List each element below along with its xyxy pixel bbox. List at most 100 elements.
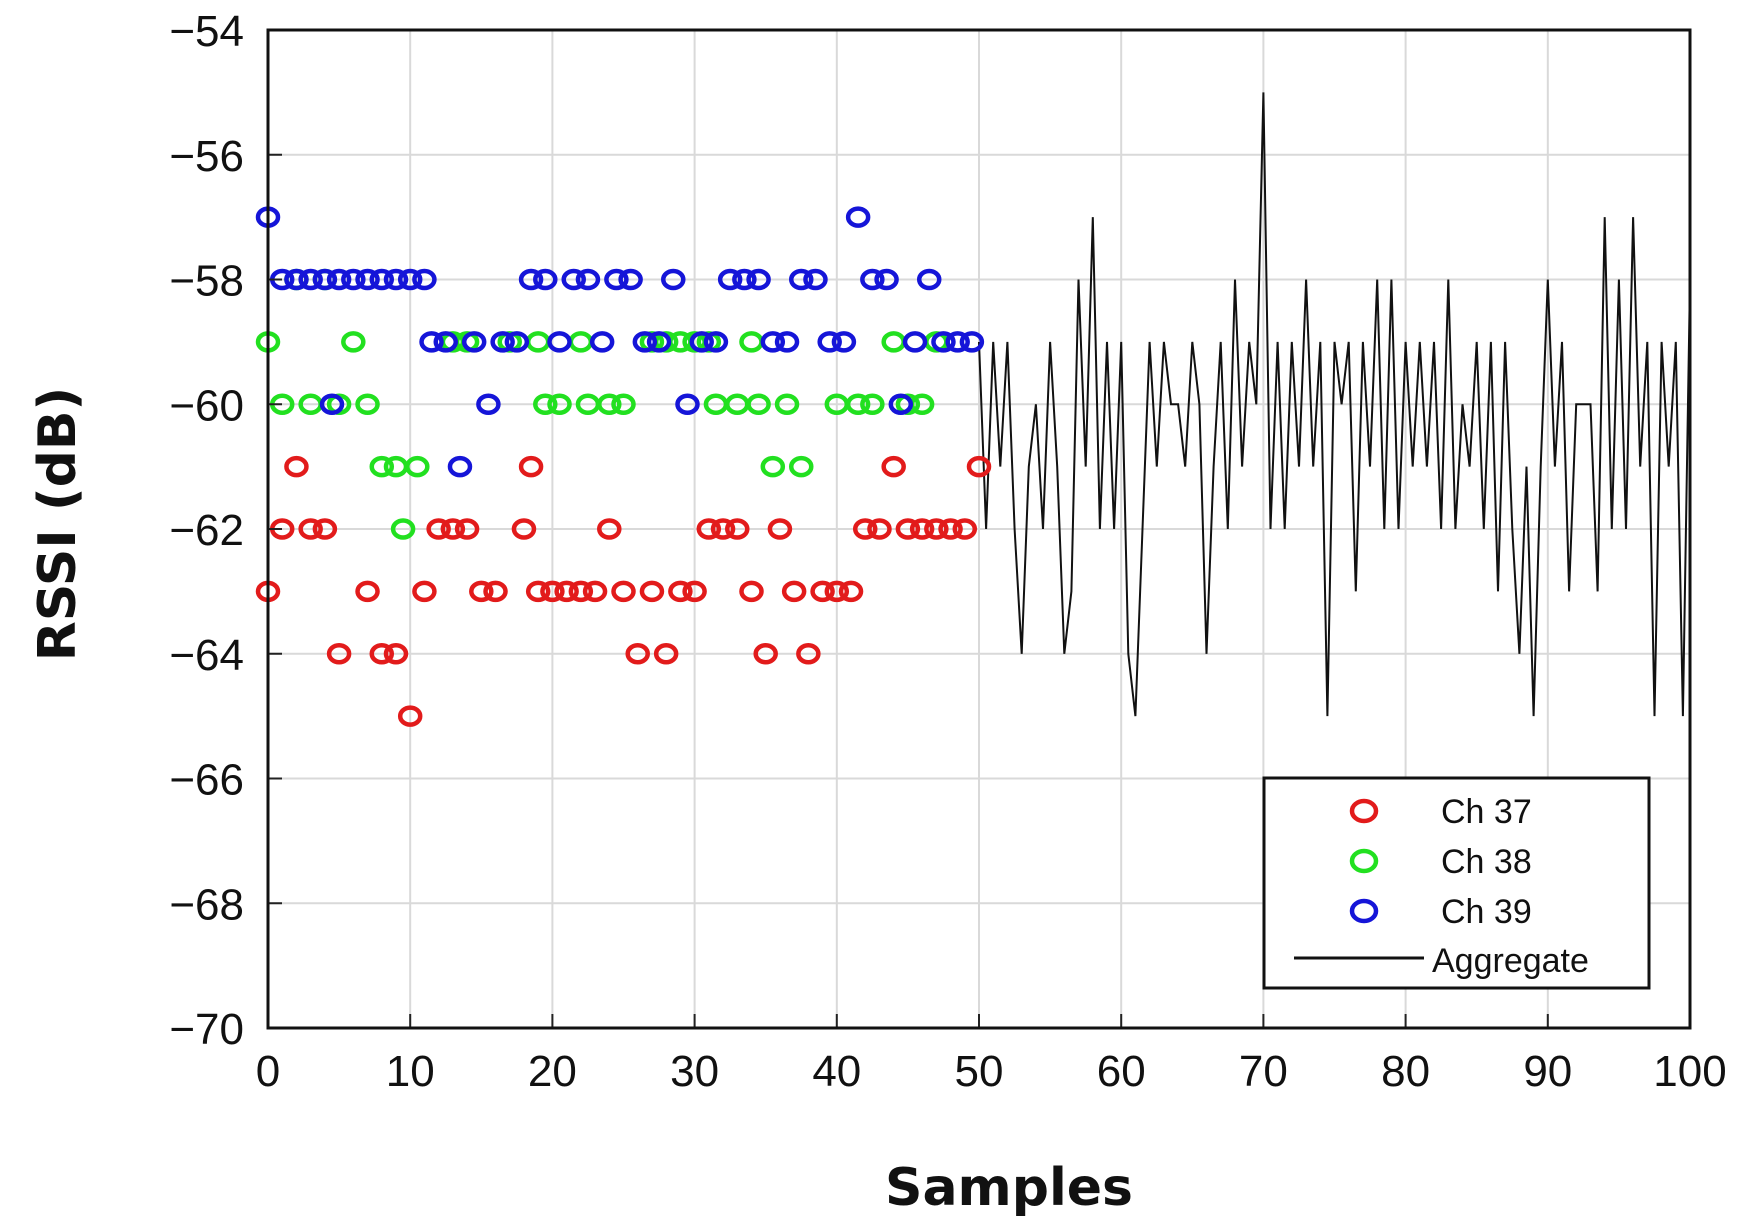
ch-39-point — [604, 268, 629, 291]
ch-37-point — [582, 580, 608, 603]
y-tick-label: −60 — [169, 381, 244, 430]
ch-37-point — [753, 643, 778, 665]
ch-37-point — [597, 518, 622, 540]
legend-label-ch-39: Ch 39 — [1441, 893, 1532, 931]
ch-37-point — [483, 580, 508, 603]
ch-37-point — [469, 580, 494, 603]
ch-39-point — [461, 331, 487, 353]
x-tick-label: 10 — [386, 1047, 435, 1096]
ch-37-point — [653, 643, 679, 665]
y-tick-label: −54 — [169, 7, 244, 56]
ch-38-point — [533, 393, 558, 415]
ch-37-point — [938, 518, 963, 540]
x-tick-label: 80 — [1381, 1047, 1430, 1096]
ch-37-point — [725, 518, 750, 540]
ch-39-point — [661, 268, 686, 291]
ch-39-point — [831, 331, 857, 353]
ch-39-point — [703, 331, 729, 353]
ch-39-point — [284, 268, 309, 291]
ch-39-point — [618, 268, 643, 291]
legend-label-ch-38: Ch 38 — [1441, 843, 1532, 881]
ch-39-point — [355, 268, 380, 291]
legend-marker-ch-37 — [1349, 798, 1379, 824]
y-tick-label: −68 — [169, 880, 244, 929]
ch-39-point — [732, 268, 757, 291]
y-tick-label: −66 — [169, 756, 244, 805]
ch-39-point — [860, 268, 885, 291]
ch-38-point — [746, 393, 771, 415]
ch-37-point — [518, 455, 544, 478]
ch-38-point — [760, 455, 786, 478]
y-tick-label: −56 — [169, 132, 244, 181]
ch-38-point — [597, 393, 622, 415]
ch-37-point — [924, 518, 949, 540]
ch-39-point — [916, 268, 942, 291]
ch-37-point — [909, 518, 935, 540]
ch-37-point — [824, 580, 850, 603]
ch-39-point — [874, 268, 899, 291]
ch-39-point — [476, 393, 501, 415]
ch-39-point — [547, 331, 572, 353]
ch-39-point — [817, 331, 842, 353]
ch-39-point — [931, 331, 956, 353]
y-axis-title: RSSI (dB) — [28, 387, 88, 661]
ch-37-point — [454, 518, 480, 540]
ch-37-point — [682, 580, 707, 603]
ch-39-point — [419, 331, 444, 353]
ch-37-point — [369, 643, 395, 665]
x-tick-label: 40 — [812, 1047, 861, 1096]
ch-37-point — [952, 518, 978, 540]
x-tick-label: 60 — [1097, 1047, 1146, 1096]
ch-39-point — [845, 206, 871, 228]
legend-label-ch-37: Ch 37 — [1441, 793, 1532, 831]
ch-37-point — [298, 518, 323, 540]
y-tick-label: −70 — [169, 1005, 244, 1054]
ch-39-point — [902, 331, 928, 353]
ch-38-point — [341, 331, 366, 353]
ch-37-point — [540, 580, 565, 603]
x-axis-title: Samples — [885, 1158, 1133, 1218]
ch-37-point — [426, 518, 451, 540]
ch-39-point — [298, 268, 323, 291]
ch-39-point — [433, 331, 458, 353]
ch-37-point — [639, 580, 665, 603]
ch-37-point — [739, 580, 764, 603]
ch-39-point — [518, 268, 544, 291]
ch-39-point — [412, 268, 437, 291]
ch-39-point — [575, 268, 601, 291]
ch-37-point — [867, 518, 892, 540]
ch-37-point — [767, 518, 793, 540]
ch-37-point — [525, 580, 551, 603]
ch-38-point — [547, 393, 572, 415]
ch-38-point — [611, 393, 636, 415]
ch-37-point — [611, 580, 636, 603]
y-tick-label: −58 — [169, 257, 244, 306]
ch-37-point — [696, 518, 722, 540]
ch-39-point — [803, 268, 828, 291]
ch-37-point — [412, 580, 437, 603]
x-tick-label: 100 — [1653, 1047, 1726, 1096]
legend-marker-ch-39 — [1349, 898, 1379, 924]
ch-39-point — [326, 268, 352, 291]
x-tick-label: 0 — [256, 1047, 280, 1096]
ch-37-point — [838, 580, 864, 603]
ch-37-point — [810, 580, 835, 603]
ch-39-point — [312, 268, 338, 291]
ch-39-point — [689, 331, 714, 353]
marker-layer — [255, 206, 992, 727]
ch-37-point — [895, 518, 921, 540]
ch-37-point — [355, 580, 380, 603]
ch-37-point — [796, 643, 821, 665]
ch-39-point — [774, 331, 800, 353]
ch-37-point — [326, 643, 352, 665]
ch-39-point — [533, 268, 558, 291]
ch-39-point — [319, 393, 345, 415]
ch-39-point — [589, 331, 615, 353]
ch-39-point — [447, 455, 473, 478]
ch-38-point — [390, 518, 416, 540]
y-tick-label: −64 — [169, 631, 244, 680]
ch-37-point — [554, 580, 579, 603]
axes-frame — [266, 28, 1692, 1030]
ch-39-point — [746, 268, 771, 291]
